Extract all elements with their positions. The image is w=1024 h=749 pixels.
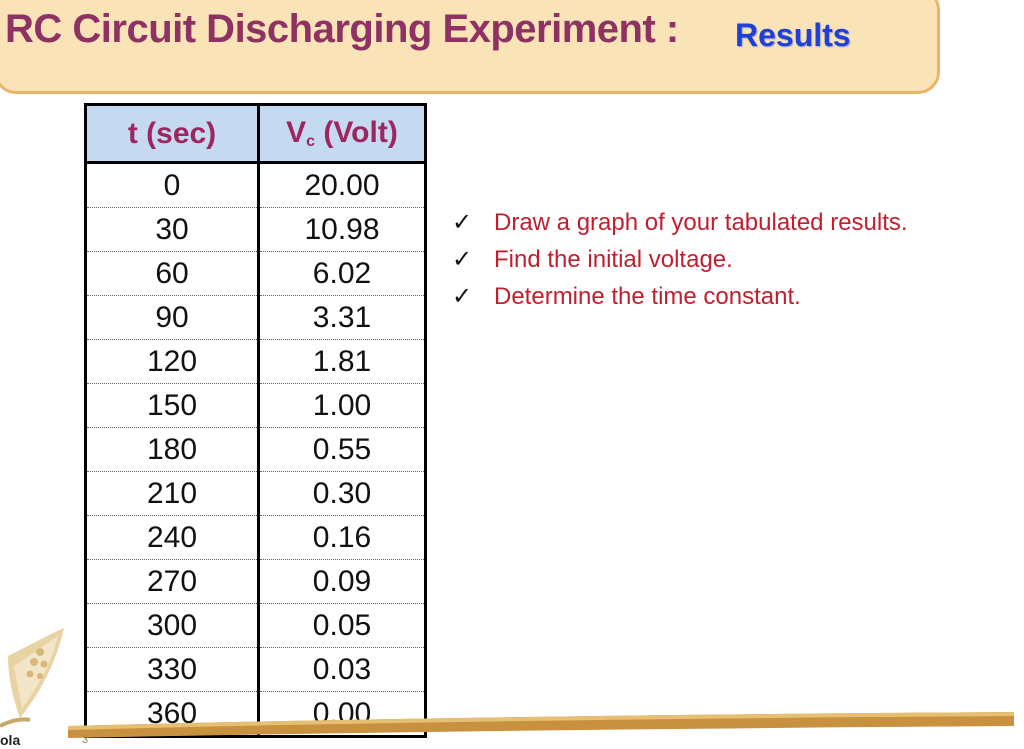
header-voltage: Vc (Volt)	[258, 104, 426, 164]
voltage-cell: 0.05	[258, 603, 426, 648]
table-row: 210 0.30	[85, 471, 426, 516]
table-row: 150 1.00	[85, 383, 426, 428]
task-item: ✓ Determine the time constant.	[452, 278, 908, 315]
checkmark-icon: ✓	[452, 246, 473, 273]
voltage-cell: 10.98	[258, 207, 426, 252]
university-logo-icon	[0, 628, 64, 728]
slide-title: RC Circuit Discharging Experiment :	[5, 7, 679, 51]
header-voltage-subscript: c	[306, 133, 316, 150]
voltage-cell: 0.16	[258, 515, 426, 560]
task-list: ✓ Draw a graph of your tabulated results.…	[452, 204, 908, 315]
voltage-cell: 0.09	[258, 559, 426, 604]
table-row: 330 0.03	[85, 647, 426, 692]
table-row: 240 0.16	[85, 515, 426, 560]
corner-text: ola	[0, 732, 21, 748]
table-row: 120 1.81	[85, 339, 426, 384]
task-item: ✓ Find the initial voltage.	[452, 241, 908, 278]
table-row: 300 0.05	[85, 603, 426, 648]
time-cell: 60	[85, 251, 260, 296]
voltage-cell: 0.30	[258, 471, 426, 516]
voltage-cell: 1.00	[258, 383, 426, 428]
table-row: 30 10.98	[85, 207, 426, 252]
task-text: Draw a graph of your tabulated results.	[494, 209, 908, 236]
voltage-cell: 0.55	[258, 427, 426, 472]
checkmark-icon: ✓	[452, 283, 473, 310]
checkmark-icon: ✓	[452, 209, 473, 236]
time-cell: 90	[85, 295, 260, 340]
table-row: 90 3.31	[85, 295, 426, 340]
results-table: t (sec) Vc (Volt) 0 20.00 30 10.98 60 6.02 …	[84, 103, 427, 738]
header-voltage-unit: (Volt)	[315, 116, 398, 149]
time-cell: 240	[85, 515, 260, 560]
table-row: 60 6.02	[85, 251, 426, 296]
time-cell: 330	[85, 647, 260, 692]
time-cell: 180	[85, 427, 260, 472]
header-voltage-symbol: V	[286, 116, 307, 149]
time-cell: 120	[85, 339, 260, 384]
task-item: ✓ Draw a graph of your tabulated results.	[452, 204, 908, 241]
table-header-row: t (sec) Vc (Volt)	[85, 104, 426, 164]
voltage-cell: 6.02	[258, 251, 426, 296]
footer-band	[68, 712, 1014, 738]
time-cell: 300	[85, 603, 260, 648]
voltage-cell: 0.03	[258, 647, 426, 692]
time-cell: 0	[85, 162, 260, 208]
slide-subtitle: Results	[735, 17, 851, 53]
time-cell: 270	[85, 559, 260, 604]
time-cell: 150	[85, 383, 260, 428]
time-cell: 210	[85, 471, 260, 516]
time-cell: 30	[85, 207, 260, 252]
voltage-cell: 1.81	[258, 339, 426, 384]
voltage-cell: 20.00	[258, 162, 426, 208]
table-row: 0 20.00	[85, 162, 426, 208]
header-time: t (sec)	[85, 104, 260, 164]
task-text: Find the initial voltage.	[494, 246, 733, 273]
page-number: 3	[82, 734, 89, 746]
title-banner: RC Circuit Discharging Experiment : Resu…	[0, 0, 940, 94]
task-text: Determine the time constant.	[494, 283, 801, 310]
table-row: 180 0.55	[85, 427, 426, 472]
table-row: 270 0.09	[85, 559, 426, 604]
voltage-cell: 3.31	[258, 295, 426, 340]
